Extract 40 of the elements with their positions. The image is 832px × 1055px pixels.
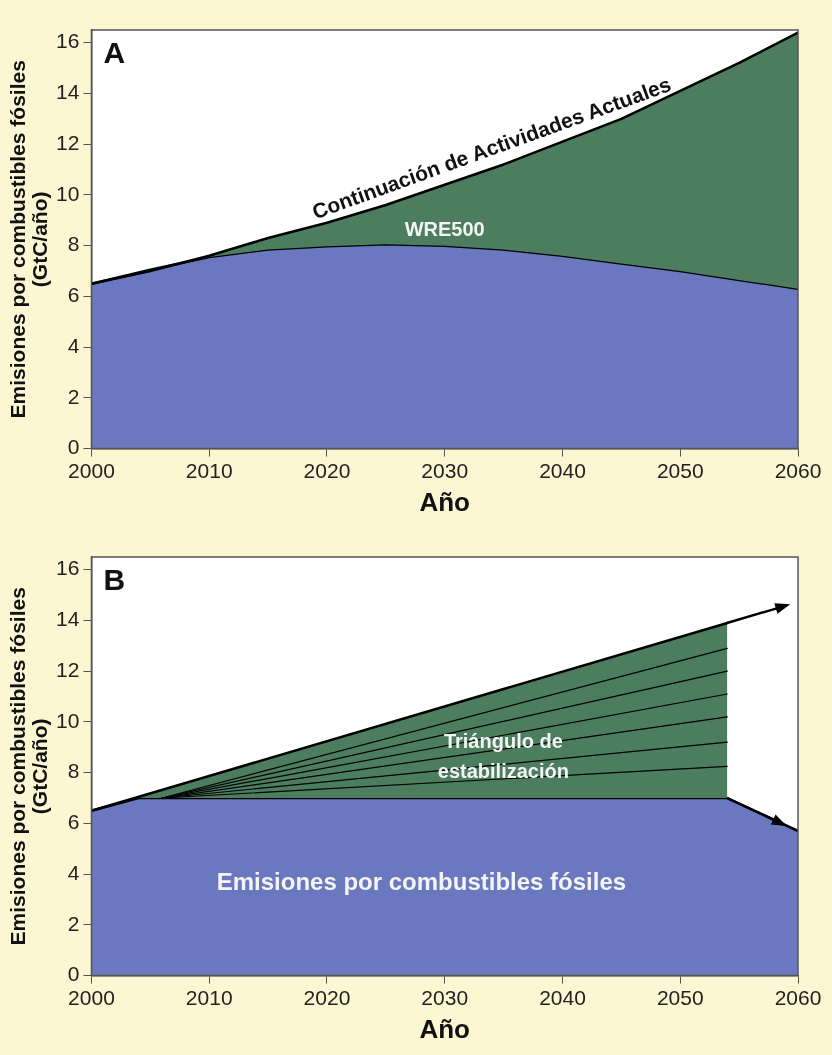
x-tick-label: 2000	[68, 459, 115, 482]
y-tick-label: 14	[56, 607, 80, 631]
x-tick-label: 2010	[185, 459, 233, 482]
x-tick-label: 2050	[656, 459, 704, 482]
x-tick-label: 2020	[303, 986, 351, 1009]
x-axis-title: Año	[419, 1013, 470, 1044]
x-axis-title: Año	[419, 486, 470, 517]
y-tick-label: 4	[67, 860, 80, 884]
y-tick-label: 16	[56, 29, 80, 53]
y-tick-label: 14	[56, 80, 80, 104]
x-tick-label: 2040	[539, 459, 586, 482]
annotation: WRE500	[404, 218, 485, 241]
x-tick-label: 2010	[185, 986, 233, 1009]
x-tick-label: 2030	[421, 986, 469, 1009]
y-tick-label: 12	[56, 130, 80, 154]
y-tick-label: 6	[67, 810, 80, 834]
x-tick-label: 2060	[774, 986, 822, 1009]
y-tick-label: 2	[67, 911, 80, 935]
x-tick-label: 2020	[303, 459, 351, 482]
y-tick-label: 12	[56, 657, 80, 681]
x-tick-label: 2060	[774, 459, 822, 482]
annotation: Emisiones por combustibles fósiles	[216, 868, 627, 896]
chart-title: A	[103, 36, 126, 70]
chart-title: B	[103, 563, 126, 597]
y-tick-label: 16	[56, 556, 80, 580]
y-tick-label: 10	[56, 181, 80, 205]
y-axis-title: Emisiones por combustibles fósiles (GtC/año)	[5, 587, 51, 946]
y-tick-label: 4	[67, 333, 80, 357]
y-axis-title: Emisiones por combustibles fósiles (GtC/año)	[5, 60, 51, 419]
y-tick-label: 10	[56, 708, 80, 732]
x-tick-label: 2030	[421, 459, 469, 482]
y-tick-label: 2	[67, 384, 80, 408]
y-tick-label: 6	[67, 283, 80, 307]
y-tick-label: 0	[67, 435, 80, 459]
y-tick-label: 0	[67, 962, 80, 986]
y-tick-label: 8	[67, 232, 80, 256]
x-tick-label: 2050	[656, 986, 704, 1009]
y-tick-label: 8	[67, 759, 80, 783]
x-tick-label: 2040	[539, 986, 586, 1009]
x-tick-label: 2000	[68, 986, 115, 1009]
